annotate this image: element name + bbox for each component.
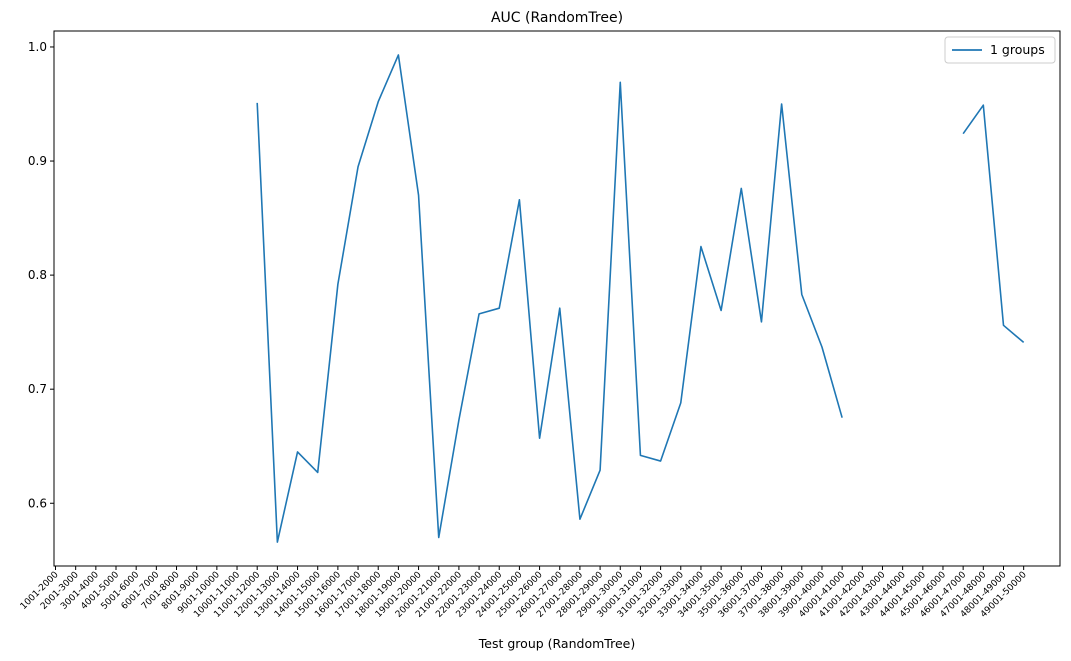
plot-area	[54, 31, 1060, 566]
y-tick-label: 1.0	[28, 40, 47, 54]
y-tick-label: 0.8	[28, 268, 47, 282]
plot-frame	[53, 30, 1061, 567]
legend-box	[944, 36, 1056, 64]
y-tick-label: 0.7	[28, 382, 47, 396]
series-lines	[256, 54, 1025, 543]
series-line-0	[256, 54, 1025, 543]
y-tick-label: 0.6	[28, 496, 47, 510]
legend: 1 groups	[944, 36, 1056, 64]
y-tick-label: 0.9	[28, 154, 47, 168]
chart-title: AUC (RandomTree)	[491, 10, 623, 26]
y-axis: 0.6 0.7 0.8 0.9 1.0	[28, 40, 54, 510]
x-axis-label: Test group (RandomTree)	[478, 636, 635, 651]
x-axis: 1001-20002001-30003001-40004001-50005001…	[19, 566, 1029, 620]
legend-label: 1 groups	[990, 42, 1045, 57]
